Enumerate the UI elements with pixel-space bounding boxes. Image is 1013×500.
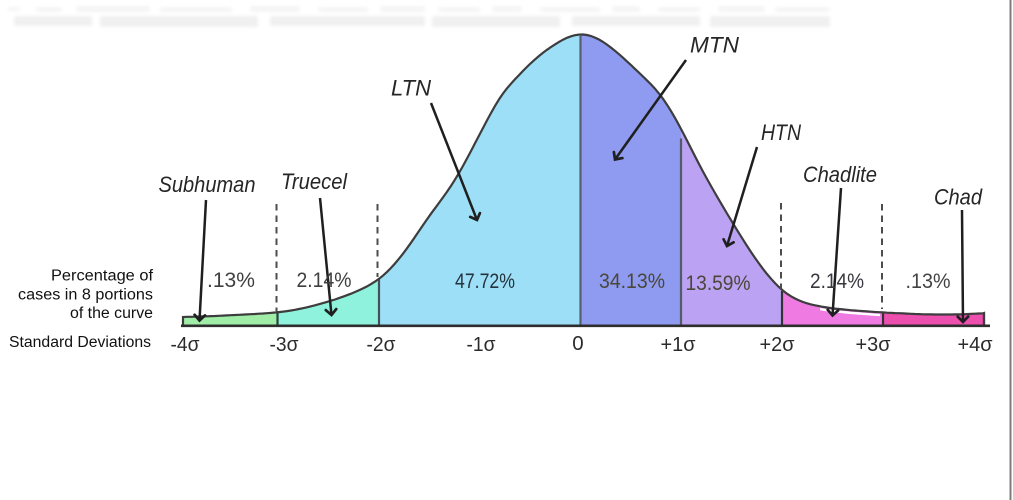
svg-text:Percentage of: Percentage of (51, 268, 154, 285)
svg-text:Chad: Chad (934, 185, 983, 210)
svg-text:+3σ: +3σ (856, 333, 891, 356)
svg-text:MTN: MTN (690, 33, 739, 58)
svg-text:Truecel: Truecel (281, 169, 348, 194)
svg-text:34.13%: 34.13% (599, 270, 665, 293)
svg-text:.13%: .13% (906, 270, 951, 293)
svg-text:.13%: .13% (207, 269, 255, 292)
svg-text:+1σ: +1σ (661, 333, 696, 356)
svg-text:-2σ: -2σ (367, 333, 396, 356)
svg-text:-3σ: -3σ (270, 333, 299, 356)
svg-text:LTN: LTN (391, 76, 431, 101)
svg-text:+2σ: +2σ (760, 333, 795, 356)
svg-text:2.14%: 2.14% (810, 270, 864, 293)
svg-text:of the curve: of the curve (70, 305, 153, 322)
svg-text:-4σ: -4σ (171, 333, 200, 356)
svg-text:13.59%: 13.59% (686, 272, 751, 295)
svg-text:2.14%: 2.14% (297, 269, 352, 292)
svg-text:+4σ: +4σ (958, 333, 993, 356)
svg-text:Subhuman: Subhuman (159, 172, 256, 197)
svg-text:Chadlite: Chadlite (803, 162, 877, 187)
svg-text:47.72%: 47.72% (455, 270, 515, 293)
svg-text:Standard Deviations: Standard Deviations (9, 334, 151, 351)
svg-text:cases in 8 portions: cases in 8 portions (18, 287, 153, 304)
svg-text:-1σ: -1σ (467, 333, 496, 356)
svg-text:HTN: HTN (761, 120, 801, 145)
svg-text:0: 0 (572, 332, 583, 355)
